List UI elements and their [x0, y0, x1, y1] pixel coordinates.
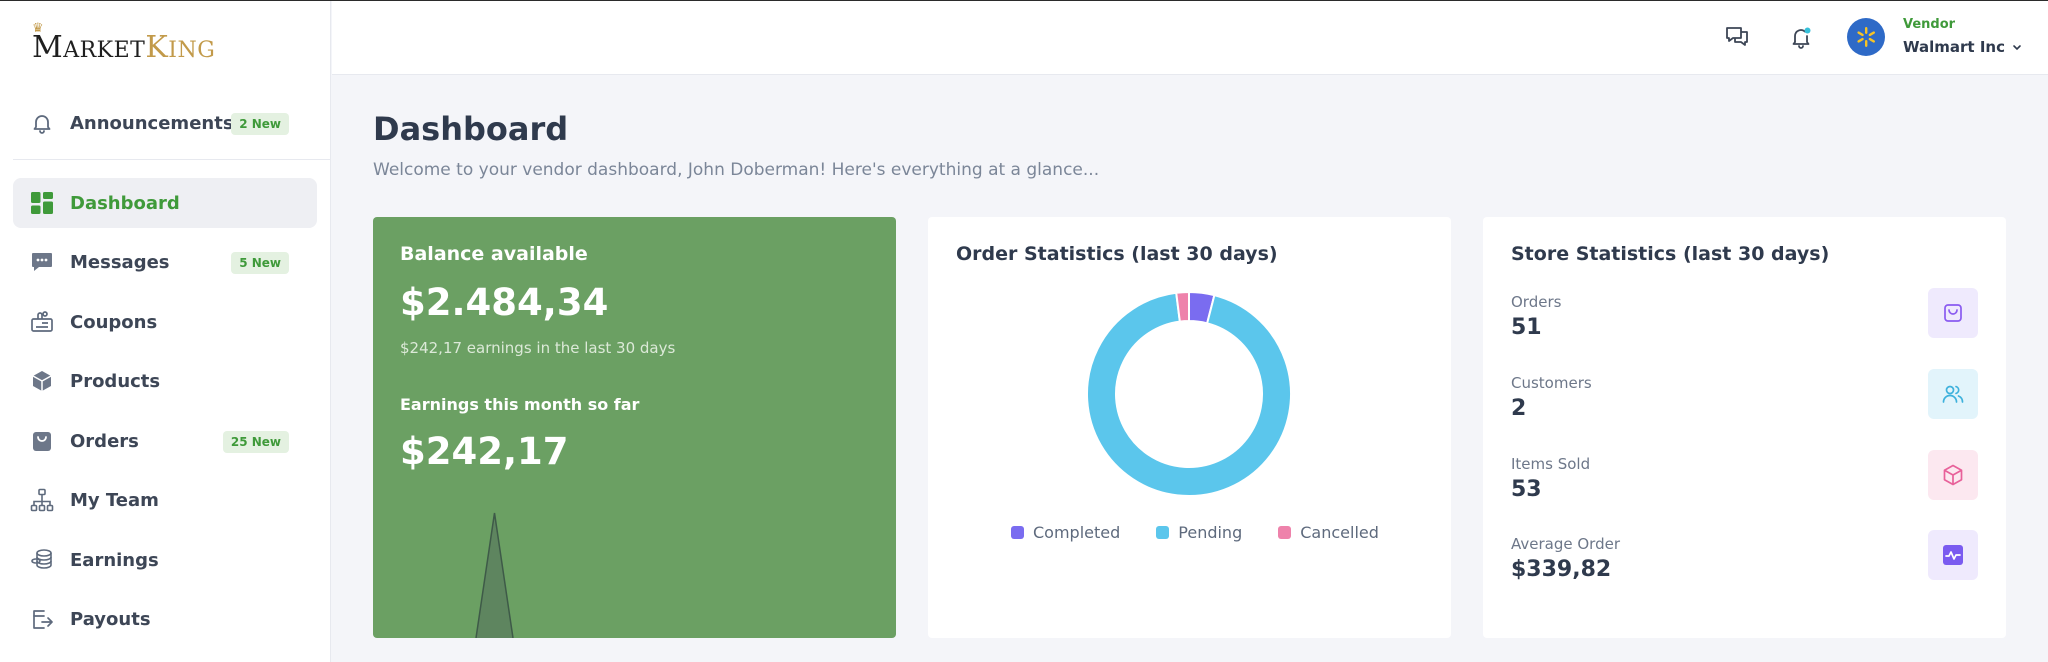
earnings-line	[475, 512, 514, 638]
legend-item-completed[interactable]: Completed	[1011, 523, 1120, 542]
bell-icon[interactable]	[1786, 22, 1816, 52]
sidebar-item-label: Messages	[70, 251, 170, 273]
window-top-border	[0, 0, 2048, 1]
top-bar	[332, 1, 2048, 75]
legend-swatch	[1011, 526, 1024, 539]
avatar[interactable]	[1847, 18, 1885, 56]
market-king-logo[interactable]: MARKET KING	[32, 25, 215, 65]
sidebar-item-label: Orders	[70, 430, 139, 452]
stat-average-order: Average Order $339,82	[1511, 530, 1978, 595]
earnings-sparkline-chart	[475, 512, 514, 638]
box-icon	[29, 368, 55, 394]
users-icon	[1928, 369, 1978, 419]
logo-first-word: MARKET	[32, 30, 146, 65]
legend-label: Completed	[1033, 523, 1121, 542]
stat-value: 51	[1511, 315, 1542, 340]
legend-swatch	[1156, 526, 1170, 539]
sidebar-item-my-team[interactable]: My Team	[13, 475, 317, 525]
order-statistics-card: Order Statistics (last 30 days) Complete…	[928, 217, 1451, 638]
balance-title: Balance available	[400, 243, 588, 265]
sidebar-item-label: Dashboard	[70, 192, 180, 214]
sidebar-item-label: Announcements	[70, 112, 234, 134]
page-subtitle: Welcome to your vendor dashboard, John D…	[373, 160, 1100, 180]
earnings-note: $242,17 earnings in the last 30 days	[400, 339, 676, 357]
chevron-down-icon	[2011, 41, 2023, 53]
vendor-account-dropdown[interactable]: Walmart Inc	[1903, 38, 2023, 56]
walmart-spark-icon	[1857, 27, 1876, 47]
sidebar-item-label: Products	[70, 370, 161, 392]
chart-legend: Completed Pending Cancelled	[1011, 523, 1415, 542]
crown-icon: ♛	[32, 21, 44, 36]
coins-icon	[29, 547, 55, 573]
donut-slice-cancelled[interactable]	[1175, 290, 1190, 323]
sidebar: ♛ MARKET KING Announcements 2 New Dashbo…	[0, 1, 331, 662]
legend-label: Pending	[1178, 523, 1243, 542]
legend-item-pending[interactable]: Pending	[1156, 523, 1242, 542]
legend-label: Cancelled	[1300, 523, 1379, 542]
stat-customers: Customers 2	[1511, 369, 1978, 434]
stat-items-sold: Items Sold 53	[1511, 450, 1978, 515]
balance-card: Balance available $2.484,34 $242,17 earn…	[373, 217, 896, 638]
store-statistics-title: Store Statistics (last 30 days)	[1511, 243, 1830, 265]
activity-icon	[1928, 530, 1978, 580]
stat-value: 2	[1511, 396, 1527, 421]
chat-icon[interactable]	[1722, 22, 1752, 52]
stat-label: Customers	[1511, 374, 1592, 392]
coupon-icon	[29, 309, 55, 335]
stat-value: 53	[1511, 477, 1542, 502]
org-chart-icon	[29, 487, 55, 513]
store-statistics-card: Store Statistics (last 30 days) Orders 5…	[1483, 217, 2006, 638]
sidebar-item-label: Coupons	[70, 311, 158, 333]
shopping-bag-icon	[29, 428, 55, 454]
order-statistics-title: Order Statistics (last 30 days)	[956, 243, 1278, 265]
dashboard-grid-icon	[29, 190, 55, 216]
stat-label: Orders	[1511, 293, 1562, 311]
stat-label: Items Sold	[1511, 455, 1591, 473]
order-status-donut-chart	[1086, 290, 1292, 497]
sidebar-item-messages[interactable]: Messages 5 New	[13, 237, 317, 287]
logo-second-word: KING	[145, 30, 216, 65]
new-count-badge: 25 New	[222, 431, 289, 453]
sidebar-item-earnings[interactable]: Earnings	[13, 535, 317, 585]
stat-value: $339,82	[1511, 557, 1612, 582]
new-count-badge: 2 New	[231, 113, 289, 135]
vendor-name: Walmart Inc	[1903, 38, 2005, 56]
sidebar-item-coupons[interactable]: Coupons	[13, 297, 317, 347]
stat-label: Average Order	[1511, 535, 1620, 553]
earnings-area	[476, 513, 513, 638]
user-role-label: Vendor	[1903, 17, 1956, 32]
stat-orders: Orders 51	[1511, 288, 1978, 353]
box-icon	[1928, 450, 1978, 500]
bell-icon	[29, 110, 55, 136]
chat-bubble-icon	[29, 249, 55, 275]
sidebar-divider	[13, 159, 331, 160]
sidebar-item-payouts[interactable]: Payouts	[13, 594, 317, 644]
new-count-badge: 5 New	[231, 252, 289, 274]
sidebar-item-announcements[interactable]: Announcements 2 New	[13, 98, 317, 148]
legend-swatch	[1278, 526, 1292, 539]
payout-export-icon	[29, 606, 55, 632]
sidebar-item-label: Payouts	[70, 608, 151, 630]
sidebar-item-label: Earnings	[70, 549, 159, 571]
page-title: Dashboard	[373, 110, 569, 148]
donut-slice-pending[interactable]	[1086, 291, 1292, 497]
balance-amount: $2.484,34	[400, 281, 609, 324]
month-earnings-title: Earnings this month so far	[400, 395, 640, 414]
legend-item-cancelled[interactable]: Cancelled	[1278, 523, 1379, 542]
sidebar-item-label: My Team	[70, 489, 159, 511]
sidebar-item-products[interactable]: Products	[13, 356, 317, 406]
shopping-bag-icon	[1928, 288, 1978, 338]
sidebar-item-orders[interactable]: Orders 25 New	[13, 416, 317, 466]
month-earnings-amount: $242,17	[400, 430, 569, 473]
sidebar-item-dashboard[interactable]: Dashboard	[13, 178, 317, 228]
